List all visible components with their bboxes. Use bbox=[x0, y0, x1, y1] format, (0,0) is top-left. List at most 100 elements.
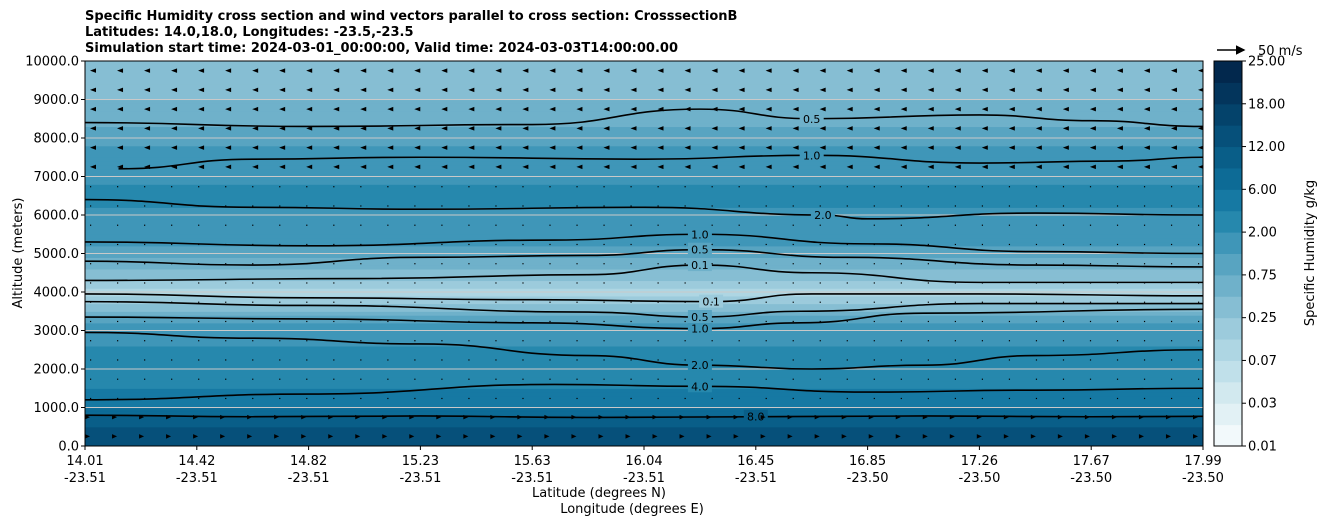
wind-arrow bbox=[306, 87, 313, 93]
x-tick-label-lat: 15.23 bbox=[402, 454, 439, 469]
wind-dot bbox=[873, 263, 875, 265]
wind-arrow bbox=[225, 106, 232, 112]
wind-dot bbox=[1198, 320, 1200, 323]
humidity-band bbox=[85, 330, 1203, 335]
contour-label: 1.0 bbox=[691, 228, 709, 241]
wind-arrow bbox=[463, 414, 469, 420]
wind-dot bbox=[711, 263, 713, 265]
wind-arrow bbox=[171, 106, 178, 112]
humidity-band bbox=[85, 411, 1203, 416]
wind-arrow bbox=[1198, 88, 1203, 92]
wind-dot bbox=[306, 224, 308, 226]
wind-arrow bbox=[441, 145, 448, 150]
wind-dot bbox=[306, 320, 308, 323]
wind-arrow bbox=[1170, 87, 1177, 93]
wind-dot bbox=[630, 186, 632, 188]
humidity-band bbox=[85, 103, 1203, 108]
wind-dot bbox=[1198, 224, 1200, 226]
wind-arrow bbox=[981, 68, 988, 73]
wind-dot bbox=[1089, 320, 1092, 323]
wind-arrow bbox=[468, 164, 475, 170]
wind-arrow bbox=[225, 68, 232, 73]
wind-arrow bbox=[117, 106, 124, 112]
wind-arrow bbox=[387, 145, 394, 150]
wind-dot bbox=[522, 186, 524, 188]
wind-arrow bbox=[90, 106, 96, 112]
wind-dot bbox=[522, 359, 524, 361]
wind-arrow bbox=[1008, 126, 1015, 131]
wind-dot bbox=[117, 359, 119, 361]
wind-arrow bbox=[927, 145, 934, 150]
wind-dot bbox=[900, 397, 902, 400]
wind-arrow bbox=[679, 434, 685, 439]
wind-dot bbox=[171, 378, 173, 380]
wind-arrow bbox=[279, 68, 286, 73]
wind-arrow bbox=[171, 164, 178, 170]
wind-dot bbox=[387, 263, 389, 265]
wind-arrow bbox=[355, 414, 361, 420]
colorbar-band bbox=[1214, 403, 1242, 426]
wind-arrow bbox=[981, 164, 988, 170]
wind-dot bbox=[711, 301, 713, 303]
wind-arrow bbox=[1198, 145, 1203, 150]
wind-dot bbox=[549, 359, 551, 361]
wind-dot bbox=[1035, 340, 1038, 342]
wind-dot bbox=[171, 224, 173, 226]
humidity-band bbox=[85, 245, 1203, 251]
wind-dot bbox=[1170, 320, 1173, 323]
contour-line bbox=[85, 300, 1203, 318]
wind-dot bbox=[576, 359, 578, 361]
wind-arrow bbox=[873, 106, 880, 112]
wind-dot bbox=[549, 205, 551, 207]
wind-dot bbox=[1062, 378, 1065, 380]
wind-arrow bbox=[85, 434, 90, 439]
wind-dot bbox=[468, 263, 470, 265]
wind-dot bbox=[927, 301, 929, 303]
title-line-1: Specific Humidity cross section and wind… bbox=[85, 9, 738, 24]
wind-dot bbox=[171, 320, 173, 323]
wind-dot bbox=[873, 243, 875, 246]
humidity-band bbox=[85, 311, 1203, 316]
humidity-band bbox=[85, 434, 1203, 439]
wind-dot bbox=[441, 320, 443, 323]
wind-arrow bbox=[706, 414, 712, 420]
contour-label-bg bbox=[799, 148, 824, 162]
humidity-band bbox=[85, 180, 1203, 185]
wind-dot bbox=[441, 340, 443, 342]
chart-title: Specific Humidity cross section and wind… bbox=[85, 9, 737, 57]
plot-area: 8.04.02.01.00.50.10.10.51.02.01.00.5 bbox=[85, 61, 1203, 446]
wind-dot bbox=[360, 301, 362, 303]
wind-arrow bbox=[1170, 145, 1177, 150]
wind-dot bbox=[198, 282, 200, 284]
wind-dot bbox=[873, 397, 875, 400]
wind-dot bbox=[522, 320, 524, 323]
wind-arrow bbox=[657, 68, 664, 73]
wind-dot bbox=[198, 378, 200, 380]
wind-dot bbox=[873, 205, 875, 207]
wind-dot bbox=[1143, 359, 1146, 361]
colorbar-band bbox=[1214, 360, 1242, 383]
humidity-band bbox=[85, 126, 1203, 131]
wind-dot bbox=[549, 263, 551, 265]
wind-arrow bbox=[981, 145, 988, 150]
wind-dot bbox=[576, 378, 578, 380]
wind-dot bbox=[873, 378, 875, 380]
humidity-band bbox=[85, 80, 1203, 85]
wind-dot bbox=[1008, 378, 1011, 380]
wind-arrow bbox=[139, 414, 145, 420]
wind-dot bbox=[711, 320, 713, 323]
wind-arrow bbox=[873, 164, 880, 170]
wind-dot bbox=[1062, 263, 1065, 265]
wind-dot bbox=[711, 378, 713, 380]
wind-dot bbox=[792, 397, 794, 400]
wind-dot bbox=[603, 243, 605, 246]
wind-arrow bbox=[436, 414, 442, 420]
x-tick-label-lat: 17.67 bbox=[1073, 454, 1110, 469]
wind-dot bbox=[630, 282, 632, 284]
wind-dot bbox=[657, 359, 659, 361]
wind-arrow bbox=[90, 68, 96, 73]
wind-dot bbox=[603, 378, 605, 380]
wind-dot bbox=[576, 186, 578, 188]
wind-dot bbox=[1143, 340, 1146, 342]
